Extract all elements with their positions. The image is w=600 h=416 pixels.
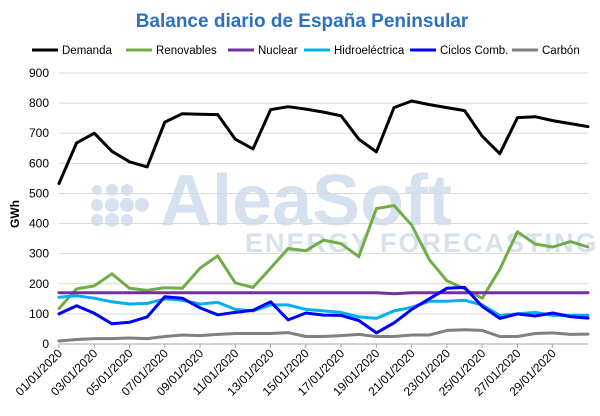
series-line-ciclos-comb- <box>57 285 590 335</box>
y-tick-label: 400 <box>29 217 49 231</box>
series-lines <box>57 99 590 343</box>
legend-item: Carbón <box>512 45 580 57</box>
y-tick-label: 500 <box>29 186 49 200</box>
legend-item: Renovables <box>126 45 217 57</box>
legend-item: Demanda <box>32 45 112 57</box>
legend-label: Ciclos Comb. <box>440 45 508 57</box>
y-tick-label: 300 <box>29 247 49 261</box>
legend-item: Hidroeléctrica <box>304 45 405 57</box>
y-tick-label: 800 <box>29 96 49 110</box>
y-axis-ticks: 0 100 200 300 400 500 600 700 800 900 <box>29 66 49 351</box>
series-line-hidroel-ctrica <box>57 294 590 320</box>
y-tick-label: 600 <box>29 156 49 170</box>
y-tick-label: 900 <box>29 66 49 80</box>
legend-label: Demanda <box>62 45 112 57</box>
y-tick-label: 0 <box>42 337 49 351</box>
series-line-renovables <box>57 204 590 310</box>
legend-label: Carbón <box>542 45 580 57</box>
series-line-carb-n <box>57 328 590 343</box>
series-line-nuclear <box>57 291 590 296</box>
gridlines <box>59 72 588 345</box>
y-tick-label: 700 <box>29 126 49 140</box>
legend-item: Nuclear <box>228 45 298 57</box>
legend-item: Ciclos Comb. <box>410 45 508 57</box>
legend-label: Renovables <box>156 45 217 57</box>
chart-title: Balance diario de España Peninsular <box>136 11 469 32</box>
x-axis-ticks: 01/01/202003/01/202005/01/202007/01/2020… <box>13 344 559 399</box>
legend: Demanda Renovables Nuclear Hidroeléctrica Ci… <box>32 45 580 57</box>
watermark: AleaSoft ENERGY FORECASTING <box>91 161 597 258</box>
aleasoft-logo-dots <box>91 184 149 227</box>
legend-label: Hidroeléctrica <box>334 45 405 57</box>
series-line-demanda <box>57 99 590 185</box>
y-tick-label: 100 <box>29 307 49 321</box>
y-tick-label: 200 <box>29 277 49 291</box>
legend-label: Nuclear <box>258 45 298 57</box>
y-axis-label: GWh <box>8 200 22 228</box>
watermark-line1: AleaSoft <box>160 161 452 241</box>
